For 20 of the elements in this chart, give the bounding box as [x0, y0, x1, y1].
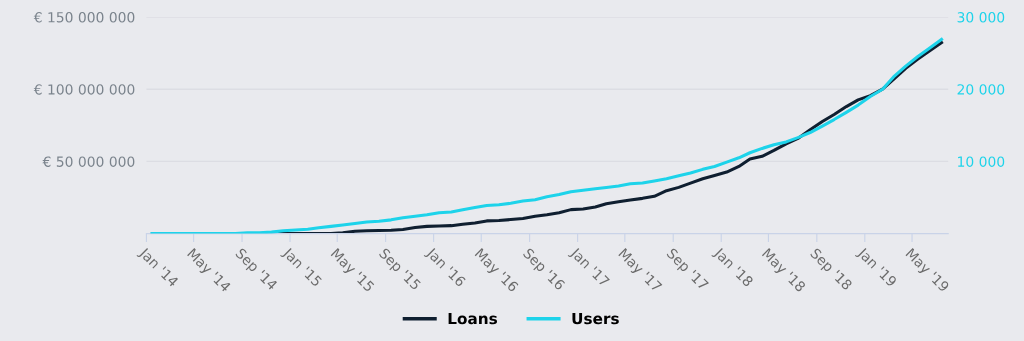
y-tick-label: € 50 000 000 [42, 156, 135, 167]
y2-tick-label: 20 000 [957, 84, 1005, 95]
y2-tick-label: 10 000 [958, 156, 1005, 167]
y-tick-label: € 150 000 000 [33, 12, 135, 23]
x-tick-label: Jan '16 [423, 246, 467, 290]
x-tick-label: Sep '14 [233, 247, 279, 293]
legend-label: Users [572, 312, 619, 325]
x-tick-label: Jan '19 [854, 246, 898, 289]
x-tick-label: Sep '17 [664, 247, 710, 293]
x-tick-label: Jan '14 [136, 246, 180, 290]
x-tick-label: Sep '16 [520, 247, 566, 293]
x-tick-label: Jan '15 [280, 246, 323, 289]
y-tick-label: € 100 000 000 [33, 84, 135, 95]
y2-tick-label: 30 000 [957, 12, 1005, 23]
x-tick-label: Jan '17 [567, 246, 610, 289]
x-tick-label: Sep '18 [807, 247, 853, 293]
x-tick-label: Jan '18 [711, 246, 754, 289]
legend-label: Loans [448, 312, 498, 325]
x-tick-label: Sep '15 [376, 247, 422, 293]
line-series [150, 37, 944, 234]
